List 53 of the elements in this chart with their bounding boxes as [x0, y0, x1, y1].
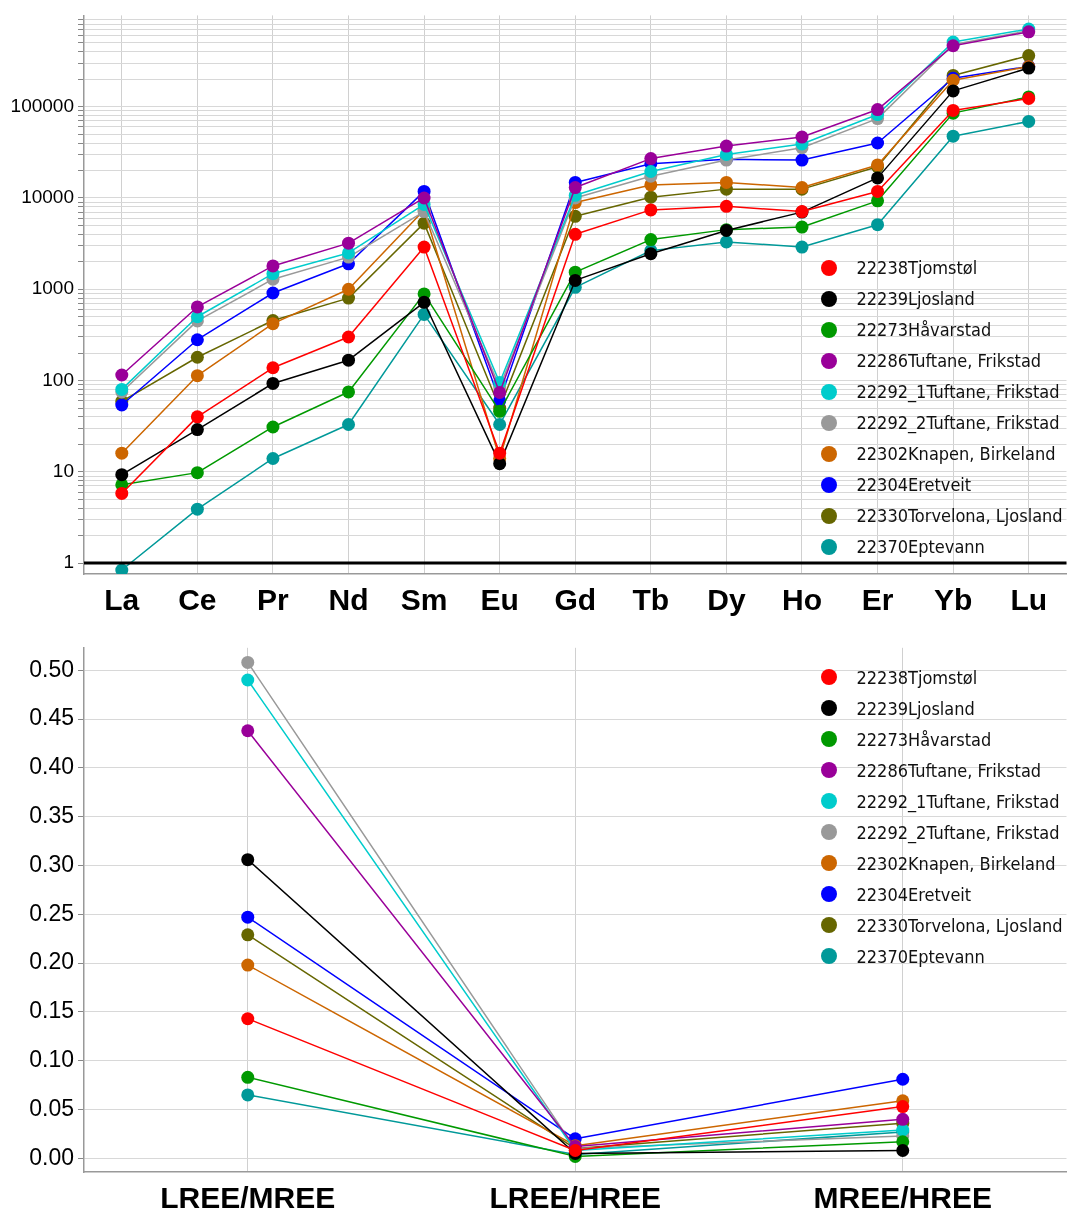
legend-label: 22330Torvelona, Ljosland: [856, 914, 1063, 936]
legend-label: 22286Tuftane, Frikstad: [856, 350, 1042, 371]
legend-label: 22304Eretveit: [856, 474, 972, 495]
y-tick-label: 100: [42, 368, 74, 390]
legend-label: 22292_2Tuftane, Frikstad: [856, 412, 1060, 433]
x-tick-label: Yb: [933, 583, 973, 617]
y-tick-label: 0.20: [29, 948, 74, 975]
y-tick-label: 0.40: [29, 753, 74, 780]
legend-label: 22238Tjomstøl: [856, 257, 978, 278]
x-tick-label: LREE/HREE: [489, 1181, 662, 1215]
x-tick-label: LREE/MREE: [160, 1181, 336, 1215]
x-tick-label: Eu: [480, 583, 519, 617]
x-tick-label: MREE/HREE: [813, 1181, 992, 1215]
x-tick-label: Er: [861, 583, 894, 617]
x-tick-label: Pr: [257, 583, 290, 617]
x-tick-label: Ho: [781, 583, 822, 617]
y-tick-label: 0.35: [29, 802, 74, 829]
legend-label: 22330Torvelona, Ljosland: [856, 505, 1063, 526]
legend-label: 22239Ljosland: [856, 288, 975, 309]
x-tick-label: Ce: [178, 583, 217, 617]
x-tick-label: Lu: [1010, 583, 1048, 617]
y-tick-label: 1000: [31, 277, 74, 299]
y-tick-label: 0.45: [29, 704, 74, 731]
y-tick-label: 0.30: [29, 850, 74, 877]
legend-label: 22238Tjomstøl: [856, 666, 978, 688]
legend-label: 22292_1Tuftane, Frikstad: [856, 381, 1060, 402]
x-tick-label: La: [104, 583, 140, 617]
y-tick-label: 0.25: [29, 899, 74, 926]
legend-label: 22302Knapen, Birkeland: [856, 852, 1056, 874]
legend-label: 22292_2Tuftane, Frikstad: [856, 821, 1060, 843]
legend-label: 22273Håvarstad: [856, 319, 992, 340]
y-tick-label: 0.05: [29, 1094, 74, 1121]
x-tick-label: Gd: [554, 583, 597, 617]
y-tick-label: 100000: [10, 94, 74, 116]
legend-label: 22239Ljosland: [856, 697, 975, 719]
legend-label: 22370Eptevann: [856, 536, 985, 557]
x-tick-label: Dy: [707, 583, 746, 617]
y-tick-label: 10000: [21, 186, 74, 208]
legend-label: 22304Eretveit: [856, 883, 972, 905]
x-tick-label: Sm: [400, 583, 448, 617]
legend-label: 22292_1Tuftane, Frikstad: [856, 790, 1060, 812]
y-tick-label: 10: [52, 460, 74, 482]
legend-label: 22370Eptevann: [856, 945, 985, 967]
legend-label: 22273Håvarstad: [856, 728, 992, 750]
y-tick-label: 0.15: [29, 997, 74, 1024]
y-tick-label: 0.00: [29, 1143, 74, 1170]
x-tick-label: Tb: [632, 583, 670, 617]
x-tick-label: Nd: [328, 583, 369, 617]
legend-label: 22302Knapen, Birkeland: [856, 443, 1056, 464]
legend-label: 22286Tuftane, Frikstad: [856, 759, 1042, 781]
y-tick-label: 1: [63, 551, 74, 573]
y-tick-label: 0.10: [29, 1046, 74, 1073]
y-tick-label: 0.50: [29, 655, 74, 682]
